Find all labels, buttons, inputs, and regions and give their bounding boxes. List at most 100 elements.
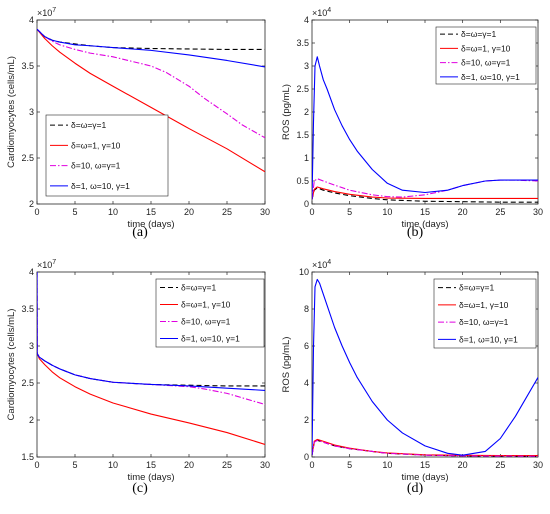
x-tick-label: 30 (260, 207, 270, 217)
y-tick-label: 0 (304, 452, 309, 462)
x-tick-label: 5 (72, 207, 77, 217)
y-tick-label: 4 (304, 378, 309, 388)
legend-entry-label: δ=10, ω=γ=1 (71, 161, 121, 171)
x-tick-label: 30 (533, 460, 543, 470)
y-tick-label: 3.5 (21, 304, 34, 314)
legend-entry-label: δ=10, ω=γ=1 (459, 317, 509, 327)
y-tick-label: 3.5 (21, 61, 34, 71)
y-tick-label: 2.5 (21, 153, 34, 163)
x-tick-label: 0 (34, 460, 39, 470)
legend-entry-label: δ=ω=1, γ=10 (181, 300, 231, 310)
series-line-4 (37, 28, 265, 68)
x-tick-label: 5 (347, 207, 352, 217)
series-line-2 (37, 28, 265, 173)
y-tick-label: 4 (29, 267, 34, 277)
series-group (312, 56, 538, 203)
legend-entry-label: δ=ω=γ=1 (459, 283, 495, 293)
series-line-1 (37, 272, 265, 387)
x-tick-label: 30 (260, 460, 270, 470)
y-tick-label: 0.5 (296, 176, 309, 186)
series-line-4 (312, 56, 538, 200)
legend-entry-label: δ=ω=1, γ=10 (71, 140, 121, 150)
legend: δ=ω=γ=1 δ=ω=1, γ=10 δ=10, ω=γ=1 δ=1, ω=10, … (45, 114, 169, 197)
y-tick-label: 2 (304, 415, 309, 425)
legend: δ=ω=γ=1 δ=ω=1, γ=10 δ=10, ω=γ=1 δ=1, ω=10, … (155, 278, 265, 348)
chart-panel-2: 0 5 10 15 20 25 30 0 0.5 1 1.5 2 2.5 3 3.5 4×104 time (d… (281, 7, 543, 240)
x-tick-label: 10 (108, 207, 118, 217)
y-axis-label: ROS (pg/mL) (281, 84, 292, 140)
series-line-4 (37, 272, 265, 391)
y-axis-label: Cardiomyocytes (cells/mL) (6, 56, 17, 168)
legend-entry-label: δ=ω=1, γ=10 (459, 300, 509, 310)
y-tick-label: 2 (304, 107, 309, 117)
x-tick-label: 15 (146, 460, 156, 470)
series-line-2 (37, 272, 265, 445)
x-axis-label: time (days) (402, 219, 449, 230)
legend-entry-label: δ=ω=γ=1 (461, 29, 497, 39)
legend-box (435, 26, 537, 85)
y-tick-label: 3 (29, 341, 34, 351)
x-tick-label: 25 (495, 207, 505, 217)
legend-entry-label: δ=1, ω=10, γ=1 (461, 72, 520, 82)
y-axis-label: Cardiomyocytes (cells/mL) (6, 309, 17, 421)
legend-box (45, 114, 169, 197)
x-tick-label: 20 (184, 460, 194, 470)
x-tick-label: 25 (222, 207, 232, 217)
legend-entry-label: δ=ω=γ=1 (181, 283, 217, 293)
x-tick-label: 30 (533, 207, 543, 217)
x-axis-label: time (days) (402, 472, 449, 483)
y-axis-exponent: ×107 (37, 7, 56, 18)
legend-entry-label: δ=1, ω=10, γ=1 (459, 334, 518, 344)
legend-entry-label: δ=1, ω=10, γ=1 (71, 181, 130, 191)
y-tick-label: 3 (29, 107, 34, 117)
x-tick-label: 0 (34, 207, 39, 217)
x-tick-label: 20 (458, 207, 468, 217)
y-tick-label: 2.5 (296, 84, 309, 94)
y-tick-label: 6 (304, 341, 309, 351)
x-tick-label: 5 (347, 460, 352, 470)
y-tick-label: 1.5 (296, 130, 309, 140)
y-axis-exponent: ×104 (312, 7, 331, 18)
chart-panel-1: 0 5 10 15 20 25 30 2 2.5 3 3.5 4×107 time (days) Card… (6, 7, 270, 240)
y-tick-label: 10 (299, 267, 309, 277)
y-axis-exponent: ×107 (37, 259, 56, 270)
x-axis-label: time (days) (128, 219, 175, 230)
panel-label: (a) (132, 225, 148, 240)
x-tick-label: 25 (222, 460, 232, 470)
x-tick-label: 10 (382, 207, 392, 217)
series-line-4 (312, 278, 538, 456)
legend-entry-label: δ=1, ω=10, γ=1 (181, 334, 240, 344)
y-tick-label: 3.5 (296, 38, 309, 48)
y-tick-label: 4 (304, 15, 309, 25)
y-tick-label: 4 (29, 15, 34, 25)
y-tick-label: 2 (29, 415, 34, 425)
legend: δ=ω=γ=1 δ=ω=1, γ=10 δ=10, ω=γ=1 δ=1, ω=10, … (435, 26, 537, 85)
x-tick-label: 10 (382, 460, 392, 470)
y-tick-label: 3 (304, 61, 309, 71)
legend-box (433, 278, 537, 349)
panel-label: (d) (407, 481, 424, 496)
y-tick-label: 0 (304, 199, 309, 209)
legend: δ=ω=γ=1 δ=ω=1, γ=10 δ=10, ω=γ=1 δ=1, ω=10, … (433, 278, 537, 349)
series-group (37, 272, 265, 445)
series-line-3 (312, 178, 538, 200)
x-tick-label: 15 (146, 207, 156, 217)
legend-entry-label: δ=10, ω=γ=1 (181, 317, 231, 327)
legend-box (155, 278, 265, 348)
panel-label: (c) (132, 481, 148, 496)
y-tick-label: 1 (304, 153, 309, 163)
x-tick-label: 25 (495, 460, 505, 470)
legend-entry-label: δ=ω=γ=1 (71, 120, 107, 130)
x-tick-label: 0 (309, 207, 314, 217)
y-tick-label: 1.5 (21, 452, 34, 462)
x-tick-label: 15 (420, 460, 430, 470)
series-group (37, 28, 265, 173)
series-line-3 (37, 272, 265, 405)
x-tick-label: 20 (458, 460, 468, 470)
y-axis-exponent: ×104 (312, 259, 331, 270)
x-tick-label: 15 (420, 207, 430, 217)
series-line-2 (312, 186, 538, 200)
y-tick-label: 8 (304, 304, 309, 314)
